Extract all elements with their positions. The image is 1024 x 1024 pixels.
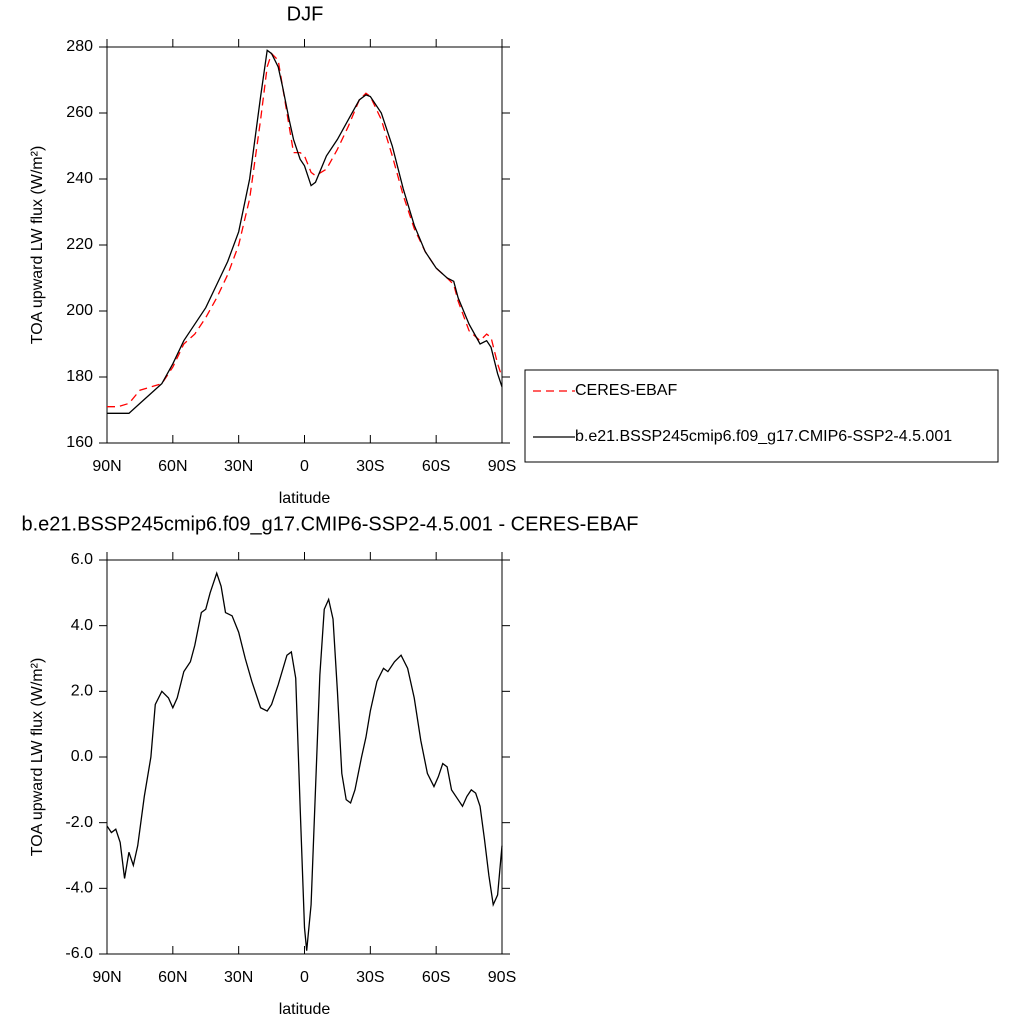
x-tick-label: 30N	[224, 969, 253, 986]
x-tick-label: 30N	[224, 458, 253, 475]
y-tick-label: 200	[66, 302, 93, 319]
x-tick-label: 0	[300, 969, 309, 986]
series-line	[107, 49, 503, 414]
x-tick-label: 60N	[158, 458, 187, 475]
y-axis-label: TOA upward LW flux (W/m²)	[29, 146, 46, 345]
x-tick-label: 30S	[356, 458, 384, 475]
y-tick-label: 2.0	[71, 683, 93, 700]
x-axis-label: latitude	[279, 1001, 331, 1018]
y-tick-label: 160	[66, 434, 93, 451]
x-tick-label: 60N	[158, 969, 187, 986]
y-tick-label: -6.0	[65, 945, 93, 962]
y-tick-label: 4.0	[71, 617, 93, 634]
x-tick-label: 60S	[422, 458, 450, 475]
plot-frame	[106, 559, 503, 955]
x-tick-label: 0	[300, 458, 309, 475]
y-tick-label: -2.0	[65, 814, 93, 831]
x-tick-label: 90S	[488, 458, 516, 475]
y-tick-label: 0.0	[71, 748, 93, 765]
legend-label: CERES-EBAF	[575, 382, 677, 399]
y-tick-label: 6.0	[71, 551, 93, 568]
x-tick-label: 90N	[92, 458, 121, 475]
legend-label: b.e21.BSSP245cmip6.f09_g17.CMIP6-SSP2-4.…	[575, 428, 952, 445]
series-line	[107, 52, 503, 408]
x-tick-label: 30S	[356, 969, 384, 986]
chart-title: DJF	[287, 3, 324, 25]
y-tick-label: 260	[66, 104, 93, 121]
chart-title: b.e21.BSSP245cmip6.f09_g17.CMIP6-SSP2-4.…	[22, 513, 639, 535]
x-tick-label: 60S	[422, 969, 450, 986]
x-tick-label: 90S	[488, 969, 516, 986]
y-tick-label: 220	[66, 236, 93, 253]
y-tick-label: 280	[66, 38, 93, 55]
x-tick-label: 90N	[92, 969, 121, 986]
legend-box	[524, 369, 999, 463]
x-axis-label: latitude	[279, 490, 331, 507]
plot-frame	[106, 46, 503, 444]
series-line	[106, 571, 503, 951]
y-tick-label: 180	[66, 368, 93, 385]
y-tick-label: -4.0	[65, 880, 93, 897]
y-axis-label: TOA upward LW flux (W/m²)	[29, 658, 46, 857]
y-tick-label: 240	[66, 170, 93, 187]
